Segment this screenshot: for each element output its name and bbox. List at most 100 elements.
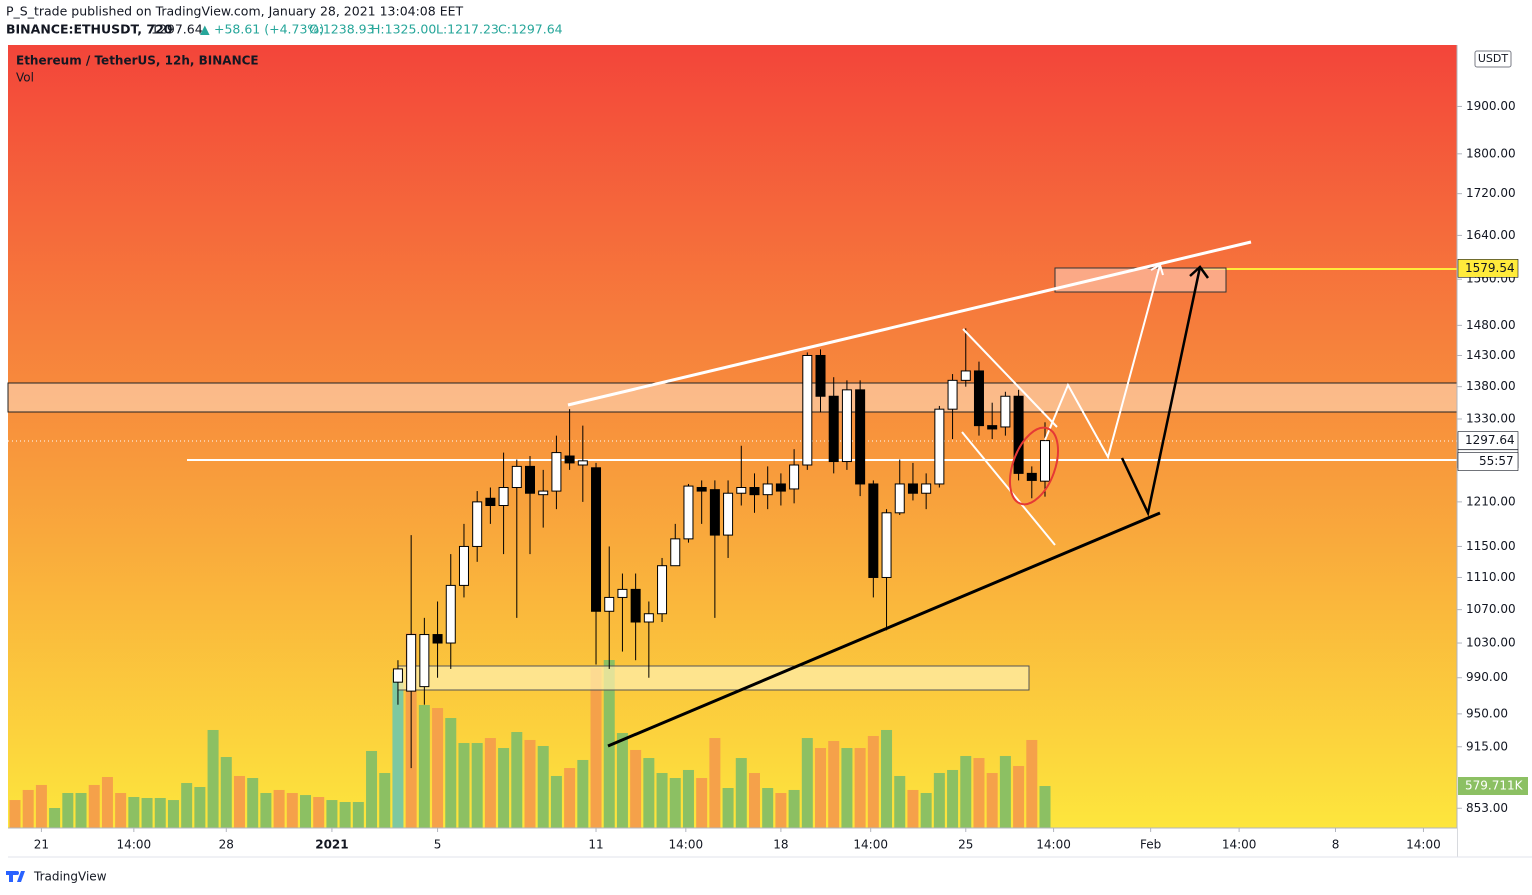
volume-legend: Vol — [16, 71, 34, 85]
volume-bar — [167, 800, 179, 828]
volume-bar — [366, 750, 378, 828]
volume-bar — [537, 745, 549, 828]
volume-bar — [933, 773, 945, 828]
volume-bar — [260, 793, 272, 828]
candle-body — [855, 389, 866, 485]
volume-bar — [194, 786, 206, 828]
candle-body — [670, 538, 681, 567]
candle-body — [934, 408, 945, 485]
alt-projection-path — [1120, 266, 1202, 517]
candle-body — [881, 512, 892, 578]
volume-bar — [22, 789, 34, 828]
y-tick-label: 1110.00 — [1466, 570, 1516, 584]
volume-bar — [801, 738, 813, 828]
volume-bar — [854, 748, 866, 828]
high: H:1325.00 — [371, 22, 436, 37]
candle-body — [841, 389, 852, 463]
y-tick-label: 1900.00 — [1466, 99, 1516, 113]
y-tick-label: 1430.00 — [1466, 348, 1516, 362]
candle-body — [709, 489, 720, 536]
candle-body — [736, 487, 747, 494]
candle-body — [392, 668, 403, 683]
volume-bar — [498, 748, 510, 828]
candle-body — [775, 483, 786, 492]
volume-bar — [62, 793, 74, 828]
lower-trendline — [607, 511, 1161, 748]
volume-bar — [762, 788, 774, 828]
candle-body — [802, 354, 813, 466]
volume-bar — [326, 800, 338, 828]
x-tick-label: Feb — [1140, 838, 1161, 852]
candle-body — [947, 379, 958, 410]
y-tick-label: 1380.00 — [1466, 379, 1516, 393]
x-tick-label: 14:00 — [853, 838, 888, 852]
y-tick-label: 1210.00 — [1466, 494, 1516, 508]
candle-body — [551, 452, 562, 492]
volume-bar — [181, 783, 193, 828]
volume-bar — [432, 708, 444, 828]
volume-label-box — [1458, 777, 1528, 796]
volume-bar — [881, 729, 893, 828]
candle-body — [1026, 472, 1037, 481]
volume-bar — [352, 801, 364, 828]
candle-body — [762, 483, 773, 496]
candle-body — [749, 487, 760, 496]
x-tick-label: 21 — [34, 838, 49, 852]
highlight-ellipse — [1008, 426, 1060, 506]
volume-bar — [907, 789, 919, 828]
volume-bar — [418, 704, 430, 828]
open: O:1238.93 — [309, 22, 375, 37]
y-tick-label: 1640.00 — [1466, 228, 1516, 242]
candle-body — [432, 634, 443, 644]
candle-body — [683, 485, 694, 540]
candle-body — [960, 370, 971, 381]
candles-layer — [392, 328, 1050, 769]
candle-body — [907, 483, 918, 494]
candle-body — [445, 584, 456, 644]
volume-bar — [1026, 739, 1038, 828]
candle-body — [406, 634, 417, 692]
volume-bar — [682, 769, 694, 828]
volume-bar — [379, 773, 391, 828]
volume-bar — [656, 773, 668, 828]
plot-background — [8, 45, 1457, 828]
volume-bar — [643, 758, 655, 828]
chart-title: Ethereum / TetherUS, 12h, BINANCE — [16, 54, 259, 68]
volume-bar — [88, 784, 100, 828]
volume-bar — [207, 729, 219, 828]
candle-body — [498, 487, 509, 507]
volume-bar — [128, 796, 140, 828]
candle-body — [485, 497, 496, 507]
y-tick-label: 853.00 — [1466, 801, 1508, 815]
candle-body — [419, 634, 430, 688]
support-zone — [397, 665, 1030, 691]
volume-bar — [788, 789, 800, 828]
currency: USDT — [1478, 52, 1509, 65]
volume-bar — [669, 778, 681, 828]
volume-bar — [101, 776, 113, 828]
candle-body — [921, 483, 932, 494]
candle-body — [894, 483, 905, 514]
close: C:1297.64 — [498, 22, 563, 37]
symbol: BINANCE:ETHUSDT, 720 — [6, 22, 173, 37]
countdown: 55:57 — [1479, 454, 1514, 468]
volume-bar — [339, 801, 351, 828]
candle-body — [1013, 395, 1024, 474]
arrow-head — [1189, 265, 1210, 279]
upper-trendline — [567, 240, 1252, 407]
volume-bar — [696, 778, 708, 828]
x-tick-label: 25 — [958, 838, 973, 852]
drawings-top — [567, 240, 1252, 748]
volume-bar — [220, 757, 232, 828]
candle-body — [789, 464, 800, 490]
y-tick-label: 1030.00 — [1466, 636, 1516, 650]
volume-bar — [247, 778, 259, 828]
volume-bar — [313, 796, 325, 828]
candle-body — [657, 565, 668, 615]
volume-bar — [841, 748, 853, 828]
volume-bar — [9, 800, 21, 828]
volume-bar — [867, 735, 879, 828]
candle-body — [591, 467, 602, 612]
